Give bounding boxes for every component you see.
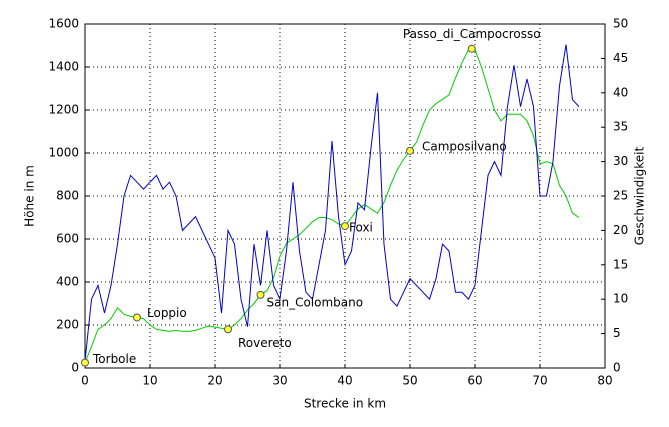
y2-tick-label: 20 bbox=[613, 223, 628, 237]
y2-axis-label: Geschwindigkeit bbox=[633, 147, 647, 246]
waypoint-label: Passo_di_Campocrosso bbox=[403, 27, 541, 41]
y-tick-label: 1600 bbox=[48, 17, 79, 31]
x-axis-label: Strecke in km bbox=[304, 397, 386, 411]
x-tick-label: 10 bbox=[142, 374, 157, 388]
x-tick-label: 0 bbox=[81, 374, 89, 388]
x-tick-label: 60 bbox=[467, 374, 482, 388]
y-tick-label: 600 bbox=[56, 232, 79, 246]
y2-tick-label: 25 bbox=[613, 189, 628, 203]
y2-tick-label: 30 bbox=[613, 154, 628, 168]
waypoint bbox=[133, 313, 141, 322]
y2-tick-label: 15 bbox=[613, 257, 628, 271]
waypoint bbox=[81, 358, 89, 367]
y-tick-label: 1400 bbox=[48, 60, 79, 74]
y-tick-label: 1000 bbox=[48, 146, 79, 160]
y-tick-label: 800 bbox=[56, 189, 79, 203]
y2-tick-label: 50 bbox=[613, 17, 628, 31]
waypoint bbox=[467, 44, 476, 53]
y2-tick-label: 5 bbox=[613, 326, 621, 340]
waypoint-label: Loppio bbox=[147, 306, 187, 320]
y-axis-label: Höhe in m bbox=[23, 165, 37, 227]
y-tick-label: 200 bbox=[56, 318, 79, 332]
y2-tick-label: 10 bbox=[613, 292, 628, 306]
waypoint bbox=[224, 325, 232, 334]
waypoint bbox=[256, 290, 265, 299]
y-tick-label: 0 bbox=[71, 361, 79, 375]
series-line bbox=[84, 49, 580, 363]
y2-tick-label: 0 bbox=[613, 361, 621, 375]
x-tick-label: 20 bbox=[207, 374, 222, 388]
x-tick-label: 70 bbox=[532, 374, 547, 388]
y-tick-label: 1200 bbox=[48, 103, 79, 117]
x-tick-label: 30 bbox=[272, 374, 287, 388]
waypoint-label: San_Colombano bbox=[267, 295, 364, 309]
y2-tick-label: 35 bbox=[613, 120, 628, 134]
waypoint-label: Foxi bbox=[349, 221, 373, 235]
x-tick-label: 40 bbox=[337, 374, 352, 388]
x-tick-label: 50 bbox=[402, 374, 417, 388]
series-line bbox=[84, 44, 580, 362]
x-tick-label: 80 bbox=[597, 374, 612, 388]
y2-tick-label: 45 bbox=[613, 51, 628, 65]
waypoint-label: Camposilvano bbox=[422, 139, 507, 153]
waypoint-label: Rovereto bbox=[238, 336, 292, 350]
y-tick-label: 400 bbox=[56, 275, 79, 289]
waypoint bbox=[406, 146, 414, 155]
waypoint-label: Torbole bbox=[92, 352, 136, 366]
y2-tick-label: 40 bbox=[613, 85, 628, 99]
waypoint bbox=[341, 222, 349, 231]
